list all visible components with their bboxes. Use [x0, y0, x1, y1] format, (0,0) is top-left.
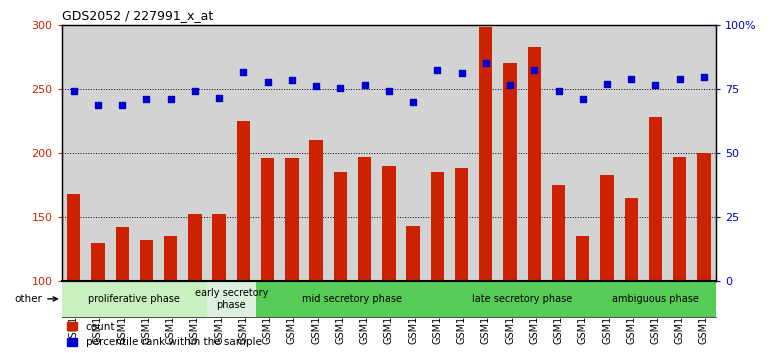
Point — [286, 77, 298, 83]
Text: early secretory
phase: early secretory phase — [195, 288, 268, 310]
Bar — [430, 172, 444, 281]
Bar — [595, 281, 716, 317]
Text: mid secretory phase: mid secretory phase — [303, 294, 403, 304]
Point — [674, 76, 686, 81]
Bar — [140, 240, 153, 281]
Bar — [213, 214, 226, 281]
Point — [237, 69, 249, 75]
Bar — [358, 157, 371, 281]
Bar — [455, 168, 468, 281]
Point — [165, 96, 177, 102]
Point — [528, 67, 541, 73]
Text: proliferative phase: proliferative phase — [89, 294, 180, 304]
Bar — [673, 157, 686, 281]
Point — [625, 76, 638, 81]
Bar — [576, 236, 590, 281]
Bar — [698, 153, 711, 281]
Bar — [601, 175, 614, 281]
Bar — [207, 281, 256, 317]
Bar — [236, 121, 250, 281]
Bar — [450, 281, 595, 317]
Point — [480, 61, 492, 66]
Bar — [479, 27, 493, 281]
Bar — [67, 194, 80, 281]
Point — [407, 99, 419, 104]
Point — [334, 85, 346, 90]
Point — [262, 80, 274, 85]
Bar — [256, 281, 450, 317]
Point — [601, 81, 613, 86]
Bar — [188, 214, 202, 281]
Text: ambiguous phase: ambiguous phase — [612, 294, 699, 304]
Bar — [624, 198, 638, 281]
Bar — [504, 63, 517, 281]
Point — [504, 82, 516, 88]
Point — [552, 88, 564, 94]
Point — [383, 88, 395, 94]
Point — [359, 82, 371, 88]
Bar — [285, 158, 299, 281]
Text: late secretory phase: late secretory phase — [472, 294, 572, 304]
Bar — [407, 226, 420, 281]
Point — [189, 88, 201, 94]
Bar — [261, 158, 274, 281]
Point — [431, 67, 444, 73]
Bar — [92, 242, 105, 281]
Text: other: other — [15, 294, 57, 304]
Point — [577, 96, 589, 102]
Bar — [382, 166, 396, 281]
Text: GDS2052 / 227991_x_at: GDS2052 / 227991_x_at — [62, 9, 213, 22]
Point — [68, 88, 80, 94]
Bar — [62, 281, 207, 317]
Bar — [310, 140, 323, 281]
Point — [649, 82, 661, 88]
Point — [213, 95, 226, 101]
Bar — [164, 236, 177, 281]
Point — [698, 74, 710, 80]
Bar — [552, 185, 565, 281]
Bar — [333, 172, 347, 281]
Point — [310, 84, 323, 89]
Bar — [527, 47, 541, 281]
Point — [455, 70, 467, 76]
Point — [92, 103, 104, 108]
Point — [116, 103, 129, 108]
Bar — [116, 227, 129, 281]
Legend: count, percentile rank within the sample: count, percentile rank within the sample — [67, 322, 262, 347]
Point — [140, 96, 152, 102]
Bar — [649, 117, 662, 281]
